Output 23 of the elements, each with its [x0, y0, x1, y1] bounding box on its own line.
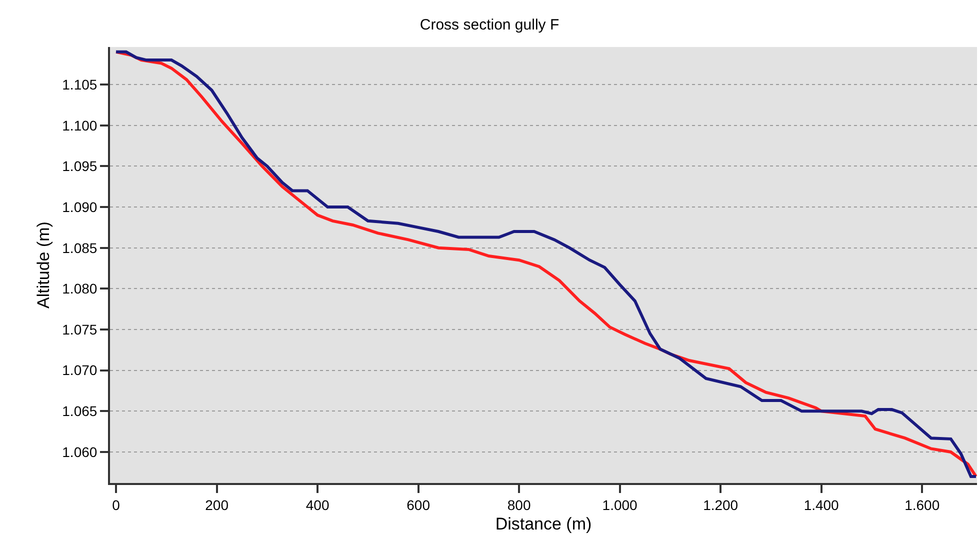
- x-tick-label: 0: [112, 496, 120, 513]
- y-tick-label: 1.075: [62, 321, 98, 338]
- x-tick-label: 800: [507, 496, 531, 513]
- x-tick-label: 400: [306, 496, 330, 513]
- x-tick-label: 1.400: [804, 496, 840, 513]
- line-series: [114, 50, 977, 478]
- chart-title: Cross section gully F: [420, 16, 560, 34]
- y-tick-label: 1.100: [62, 117, 98, 134]
- y-tick-label: 1.090: [62, 198, 98, 215]
- y-tick-label: 1.095: [62, 158, 98, 174]
- y-tick-label: 1.070: [62, 362, 98, 378]
- y-tick-label: 1.105: [62, 76, 98, 92]
- y-tick-label: 1.085: [62, 240, 98, 256]
- x-tick-label: 200: [205, 496, 229, 513]
- y-tick-label: 1.080: [62, 280, 98, 297]
- y-axis-title: Altitude (m): [34, 222, 54, 308]
- y-tick-label: 1.060: [62, 444, 98, 460]
- x-tick-label: 600: [406, 496, 430, 513]
- y-tick-label: 1.065: [62, 403, 98, 420]
- x-tick-label: 1.200: [703, 496, 738, 513]
- x-tick-label: 1.600: [904, 496, 940, 513]
- x-tick-label: 1.000: [602, 496, 638, 513]
- x-axis-title: Distance (m): [495, 514, 592, 534]
